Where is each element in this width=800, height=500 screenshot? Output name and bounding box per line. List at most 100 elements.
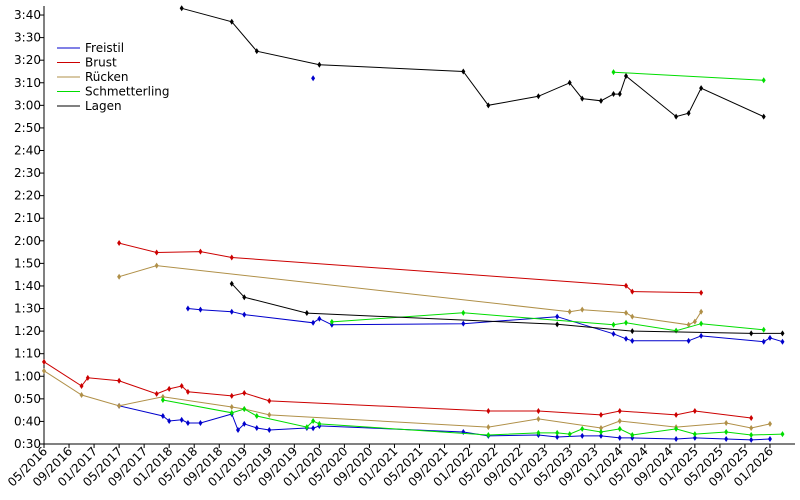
y-tick-label: 3:30 <box>14 31 41 45</box>
point <box>692 434 697 441</box>
point <box>580 95 585 102</box>
y-tick-label: 2:50 <box>14 121 41 135</box>
point <box>317 315 322 322</box>
point <box>555 434 560 441</box>
point <box>699 332 704 339</box>
point <box>486 102 491 109</box>
point <box>229 409 234 416</box>
point <box>117 402 122 409</box>
point <box>780 338 785 345</box>
point <box>229 403 234 410</box>
y-tick-label: 3:10 <box>14 76 41 90</box>
y-tick-label: 2:40 <box>14 143 41 157</box>
point <box>686 337 691 344</box>
point <box>254 413 259 420</box>
point <box>692 431 697 438</box>
point <box>486 408 491 415</box>
point <box>780 330 785 337</box>
point <box>311 417 316 424</box>
point <box>630 337 635 344</box>
point <box>624 282 629 289</box>
point <box>317 61 322 68</box>
series-line <box>162 71 783 436</box>
point <box>567 431 572 438</box>
point <box>749 330 754 337</box>
point <box>761 326 766 333</box>
y-tick-label: 3:00 <box>14 98 41 112</box>
point <box>761 77 766 84</box>
point <box>630 328 635 335</box>
point <box>79 392 84 399</box>
point <box>630 288 635 295</box>
y-tick-label: 1:20 <box>14 324 41 338</box>
y-tick-label: 2:00 <box>14 234 41 248</box>
point <box>117 240 122 247</box>
point <box>617 91 622 98</box>
point <box>85 374 90 381</box>
point <box>761 338 766 345</box>
point <box>185 305 190 312</box>
point <box>761 113 766 120</box>
point <box>42 367 46 374</box>
series-line <box>118 308 783 441</box>
point <box>699 320 704 327</box>
point <box>179 5 184 12</box>
point <box>236 427 241 434</box>
point <box>598 432 603 439</box>
point <box>229 280 234 287</box>
point <box>461 309 466 316</box>
point <box>242 389 247 396</box>
series-line <box>181 7 783 334</box>
point <box>580 306 585 313</box>
point <box>767 420 772 427</box>
point <box>724 420 729 427</box>
point <box>749 415 754 422</box>
y-tick-label: 0:40 <box>14 414 41 428</box>
point <box>624 309 629 316</box>
point <box>624 319 629 326</box>
point <box>167 385 172 392</box>
point <box>304 424 309 431</box>
point <box>598 97 603 104</box>
point <box>198 248 203 255</box>
point <box>611 69 616 76</box>
point <box>160 413 165 420</box>
legend-label: Freistil <box>85 41 124 55</box>
point <box>154 249 159 256</box>
point <box>154 262 159 269</box>
legend-label: Schmetterling <box>85 85 170 99</box>
y-tick-label: 1:10 <box>14 347 41 361</box>
point <box>674 436 679 443</box>
point <box>317 420 322 427</box>
point <box>767 436 772 443</box>
y-tick-label: 1:30 <box>14 302 41 316</box>
point <box>749 431 754 438</box>
point <box>611 330 616 337</box>
point <box>692 318 697 325</box>
point <box>536 93 541 100</box>
y-tick-label: 1:40 <box>14 279 41 293</box>
point <box>686 321 691 328</box>
point <box>461 68 466 75</box>
point <box>311 425 316 432</box>
point <box>154 390 159 397</box>
point <box>536 415 541 422</box>
point <box>674 327 679 334</box>
point <box>567 308 572 315</box>
point <box>699 308 704 315</box>
point <box>555 429 560 436</box>
point <box>198 306 203 313</box>
series-line <box>43 265 771 429</box>
point <box>117 273 122 280</box>
point <box>229 18 234 25</box>
point <box>617 434 622 441</box>
point <box>254 424 259 431</box>
point <box>617 425 622 432</box>
point <box>486 424 491 431</box>
point <box>624 335 629 342</box>
point <box>304 310 309 317</box>
y-tick-label: 2:10 <box>14 211 41 225</box>
point <box>185 420 190 427</box>
y-tick-label: 0:30 <box>14 437 41 451</box>
